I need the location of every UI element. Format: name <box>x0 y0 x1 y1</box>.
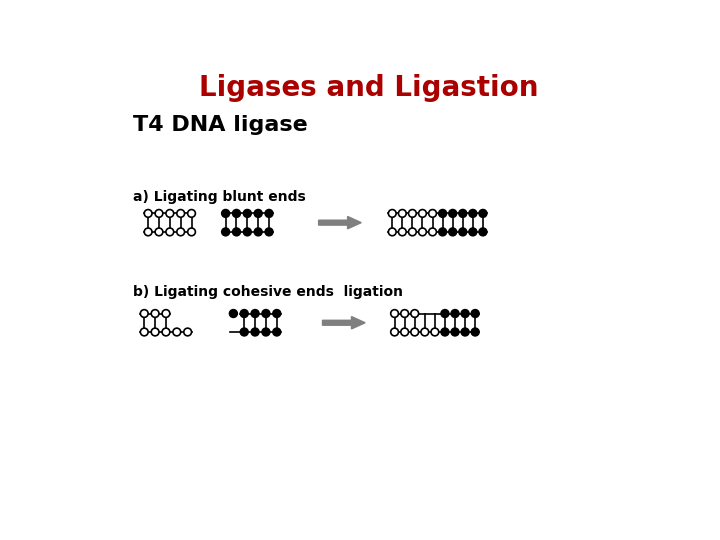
FancyArrow shape <box>323 316 365 329</box>
Circle shape <box>469 210 477 217</box>
Circle shape <box>411 328 418 336</box>
Circle shape <box>449 228 456 236</box>
Circle shape <box>273 328 281 336</box>
Circle shape <box>251 309 259 318</box>
Circle shape <box>401 328 408 336</box>
Text: Ligases and Ligastion: Ligases and Ligastion <box>199 74 539 102</box>
Circle shape <box>479 210 487 217</box>
Circle shape <box>421 328 428 336</box>
Circle shape <box>222 228 230 236</box>
Circle shape <box>265 210 273 217</box>
Circle shape <box>418 228 426 236</box>
Circle shape <box>254 210 262 217</box>
Circle shape <box>222 210 230 217</box>
Circle shape <box>398 228 406 236</box>
Circle shape <box>155 210 163 217</box>
Circle shape <box>411 309 418 318</box>
Circle shape <box>251 328 259 336</box>
Circle shape <box>479 228 487 236</box>
Circle shape <box>265 228 273 236</box>
Circle shape <box>459 210 467 217</box>
Circle shape <box>441 309 449 318</box>
Circle shape <box>188 210 195 217</box>
Circle shape <box>462 309 469 318</box>
Circle shape <box>162 309 170 318</box>
Circle shape <box>177 210 184 217</box>
Circle shape <box>243 228 251 236</box>
Circle shape <box>230 309 238 318</box>
Circle shape <box>428 210 436 217</box>
Circle shape <box>140 309 148 318</box>
Circle shape <box>240 328 248 336</box>
Circle shape <box>451 328 459 336</box>
FancyArrow shape <box>319 217 361 229</box>
Circle shape <box>401 309 408 318</box>
Text: a) Ligating blunt ends: a) Ligating blunt ends <box>132 190 305 204</box>
Circle shape <box>441 328 449 336</box>
Circle shape <box>140 328 148 336</box>
Circle shape <box>438 228 446 236</box>
Circle shape <box>469 228 477 236</box>
Circle shape <box>240 309 248 318</box>
Circle shape <box>408 228 416 236</box>
Circle shape <box>166 228 174 236</box>
Circle shape <box>273 309 281 318</box>
Circle shape <box>388 210 396 217</box>
Circle shape <box>155 228 163 236</box>
Circle shape <box>408 210 416 217</box>
Circle shape <box>428 228 436 236</box>
Circle shape <box>233 210 240 217</box>
Circle shape <box>151 309 159 318</box>
Circle shape <box>254 228 262 236</box>
Circle shape <box>472 309 479 318</box>
Circle shape <box>462 328 469 336</box>
Circle shape <box>151 328 159 336</box>
Circle shape <box>262 309 270 318</box>
Circle shape <box>233 228 240 236</box>
Circle shape <box>243 210 251 217</box>
Circle shape <box>391 309 398 318</box>
Circle shape <box>177 228 184 236</box>
Circle shape <box>431 328 438 336</box>
Circle shape <box>188 228 195 236</box>
Circle shape <box>173 328 181 336</box>
Circle shape <box>472 328 479 336</box>
Circle shape <box>418 210 426 217</box>
Circle shape <box>262 328 270 336</box>
Text: b) Ligating cohesive ends  ligation: b) Ligating cohesive ends ligation <box>132 285 402 299</box>
Circle shape <box>449 210 456 217</box>
Circle shape <box>166 210 174 217</box>
Circle shape <box>391 328 398 336</box>
Circle shape <box>459 228 467 236</box>
Circle shape <box>162 328 170 336</box>
Circle shape <box>438 210 446 217</box>
Circle shape <box>451 309 459 318</box>
Circle shape <box>144 228 152 236</box>
Circle shape <box>388 228 396 236</box>
Circle shape <box>184 328 192 336</box>
Circle shape <box>398 210 406 217</box>
Circle shape <box>144 210 152 217</box>
Text: T4 DNA ligase: T4 DNA ligase <box>132 115 307 135</box>
